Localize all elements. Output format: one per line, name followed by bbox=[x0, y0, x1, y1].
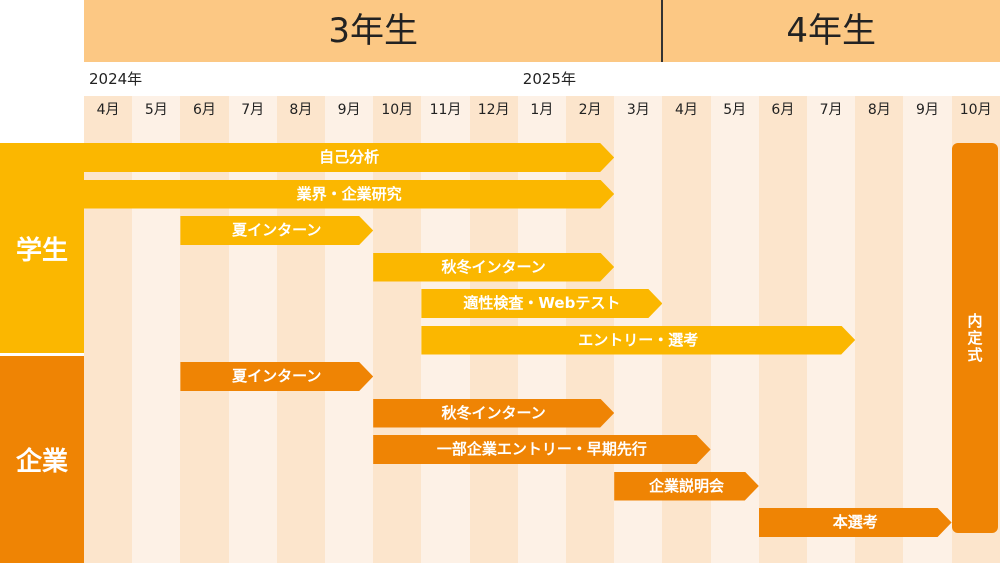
company-bar: 本選考 bbox=[759, 508, 952, 537]
month-column bbox=[903, 96, 952, 563]
month-label: 3月 bbox=[626, 102, 650, 118]
month-label: 7月 bbox=[819, 102, 843, 118]
month-column bbox=[373, 96, 422, 563]
company-bar: 夏インターン bbox=[180, 362, 373, 391]
month-label: 8月 bbox=[289, 102, 313, 118]
student-bar: エントリー・選考 bbox=[421, 326, 855, 355]
month-label: 5月 bbox=[723, 102, 747, 118]
month-column bbox=[84, 96, 133, 563]
student-bar: 適性検査・Webテスト bbox=[421, 289, 662, 318]
grade-label: 3年生 bbox=[328, 11, 419, 51]
grade-header-bar bbox=[84, 0, 1000, 62]
month-label: 11月 bbox=[429, 102, 462, 118]
month-label: 8月 bbox=[867, 102, 891, 118]
month-label: 4月 bbox=[96, 102, 120, 118]
month-label: 12月 bbox=[477, 102, 510, 118]
month-label: 1月 bbox=[530, 102, 554, 118]
student-bar: 夏インターン bbox=[180, 216, 373, 245]
month-column bbox=[325, 96, 374, 563]
side-label-company: 企業 bbox=[0, 356, 84, 563]
naitei-label: 内定式 bbox=[965, 312, 984, 364]
month-column bbox=[228, 96, 277, 563]
year-label: 2024年 bbox=[89, 70, 143, 88]
month-label: 6月 bbox=[771, 102, 795, 118]
student-bar: 自己分析 bbox=[84, 143, 614, 172]
company-bar: 一部企業エントリー・早期先行 bbox=[373, 435, 710, 464]
student-bar: 秋冬インターン bbox=[373, 253, 614, 282]
naitei-ceremony-block: 内定式 bbox=[952, 143, 998, 533]
month-label: 4月 bbox=[675, 102, 698, 118]
month-column bbox=[180, 96, 229, 563]
month-label: 9月 bbox=[916, 102, 939, 118]
month-label: 10月 bbox=[959, 102, 992, 118]
company-bar: 企業説明会 bbox=[614, 472, 759, 501]
month-column bbox=[276, 96, 325, 563]
grade-divider bbox=[661, 0, 663, 62]
year-label: 2025年 bbox=[522, 70, 576, 88]
month-column bbox=[855, 96, 904, 563]
month-label: 6月 bbox=[193, 102, 216, 118]
month-label: 10月 bbox=[381, 102, 414, 118]
student-bar: 業界・企業研究 bbox=[84, 180, 614, 209]
grade-label: 4年生 bbox=[786, 11, 876, 51]
company-bar: 秋冬インターン bbox=[373, 399, 614, 428]
side-label-student: 学生 bbox=[0, 143, 84, 353]
month-label: 2月 bbox=[578, 102, 602, 118]
month-label: 9月 bbox=[337, 102, 361, 118]
month-label: 5月 bbox=[144, 102, 168, 118]
month-label: 7月 bbox=[241, 102, 265, 118]
month-column bbox=[132, 96, 181, 563]
